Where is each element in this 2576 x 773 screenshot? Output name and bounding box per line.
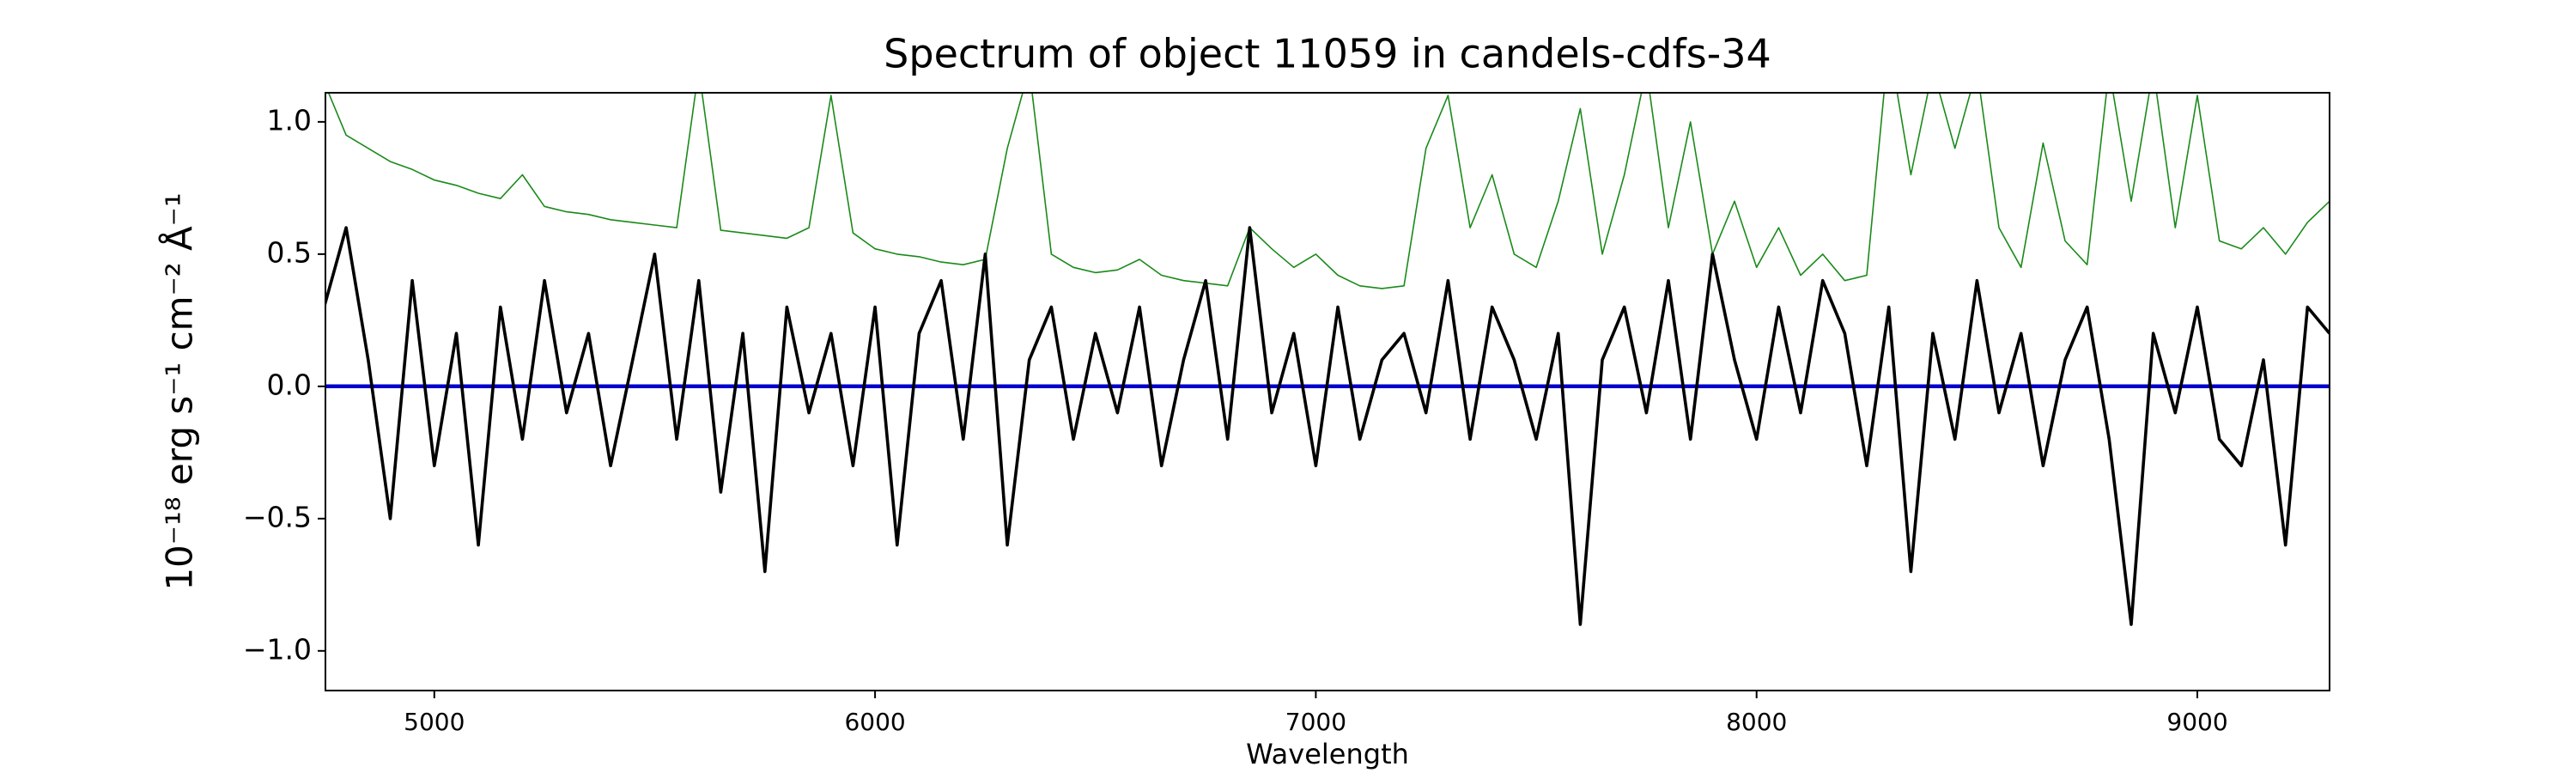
x-tick-label: 5000 (404, 708, 465, 736)
x-tick-label: 6000 (844, 708, 905, 736)
y-tick-label: 0.5 (267, 235, 312, 269)
x-tick-label: 8000 (1726, 708, 1787, 736)
y-tick-label: −0.5 (243, 500, 312, 533)
y-tick-label: −1.0 (243, 632, 312, 666)
chart-title: Spectrum of object 11059 in candels-cdfs… (884, 31, 1771, 77)
y-tick-label: 1.0 (267, 103, 312, 137)
x-tick-label: 9000 (2166, 708, 2227, 736)
y-axis-label: 10⁻¹⁸ erg s⁻¹ cm⁻² Å⁻¹ (158, 192, 201, 590)
y-tick-label: 0.0 (267, 368, 312, 401)
plot-frame (325, 92, 2330, 691)
spectrum-line (327, 93, 2330, 289)
x-axis-label: Wavelength (1246, 738, 1409, 770)
x-tick-label: 7000 (1285, 708, 1346, 736)
spectrum-line (325, 226, 2330, 626)
plot-area (325, 93, 2330, 626)
